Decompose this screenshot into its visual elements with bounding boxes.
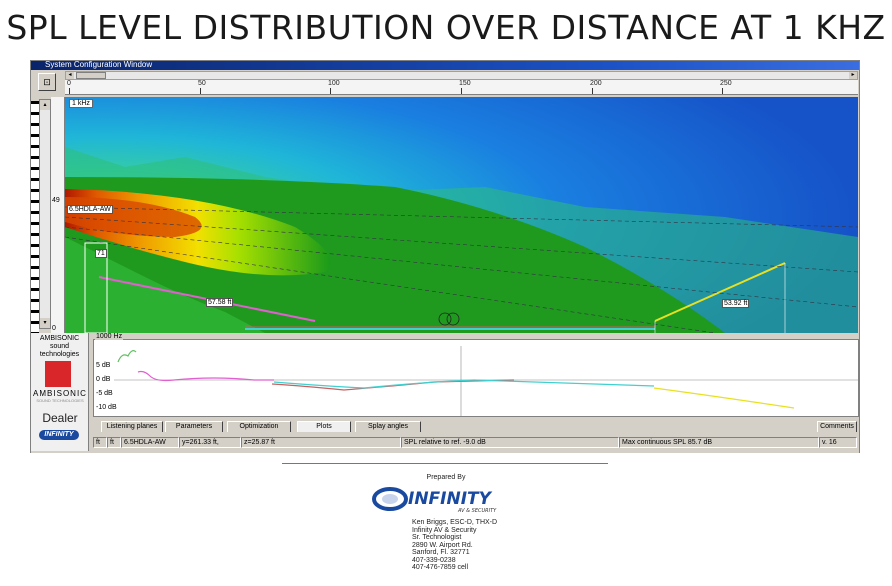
distance-annotation: 53.92 ft: [722, 299, 750, 308]
spl-heatmap[interactable]: 1 kHz 6.5HDLA-AW 57.58 ft 53.92 ft 71: [65, 97, 858, 333]
ruler-label: 100: [328, 80, 340, 94]
ruler-label: 200: [590, 80, 602, 94]
horizontal-scrollbar[interactable]: ◂ ▸: [65, 71, 858, 80]
status-y: y=261.33 ft,: [179, 437, 241, 448]
tab-listening-planes[interactable]: Listening planes: [101, 421, 163, 432]
ruler-label: 150: [459, 80, 471, 94]
contact-line: 407-339-0238: [412, 556, 456, 564]
status-version: v. 16: [819, 437, 857, 448]
contact-line: Sr. Technologist: [412, 534, 462, 541]
contact-line: 407-476-7859 cell: [412, 564, 469, 571]
page-title: SPL LEVEL DISTRIBUTION OVER DISTANCE AT …: [6, 8, 886, 47]
ambisonic-subtitle: SOUND TECHNOLOGIES: [36, 398, 84, 403]
infinity-logo: INFINITY AV & SECURITY: [372, 487, 497, 514]
contact-block: Ken Briggs, ESC-D, THX-D Infinity AV & S…: [412, 519, 497, 572]
distance-annotation: 57.58 ft: [206, 298, 234, 307]
ruler-label: 50: [198, 80, 206, 94]
window-title: System Configuration Window: [45, 60, 153, 69]
horizontal-ruler: 0 50 100 150 200 250: [65, 80, 858, 95]
scroll-down-icon[interactable]: ▾: [40, 318, 50, 328]
scroll-up-icon[interactable]: ▴: [40, 100, 50, 110]
db-label: 0 dB: [96, 376, 111, 383]
db-label: -5 dB: [96, 390, 113, 397]
db-label: 5 dB: [96, 362, 111, 369]
tab-splay-angles[interactable]: Splay angles: [355, 421, 421, 432]
db-label: -10 dB: [96, 404, 117, 411]
view-toggle-button[interactable]: ⊡: [38, 73, 56, 91]
vertical-scrollbar[interactable]: ▴ ▾: [39, 99, 51, 329]
divider: [282, 463, 608, 464]
edge-ruler: [31, 101, 39, 336]
logo-column: AMBISONIC sound technologies AMBISONIC S…: [31, 333, 89, 451]
frequency-tag: 1 kHz: [69, 99, 93, 108]
ruler-label: 0: [67, 80, 71, 94]
contact-line: Sanford, Fl. 32771: [412, 549, 470, 556]
frequency-response-plot[interactable]: 1000 Hz 5 dB 0 dB -5 dB -10 dB: [93, 333, 859, 417]
window-title-bar: System Configuration Window: [31, 60, 859, 70]
status-model: 6.5HDLA-AW: [121, 437, 179, 448]
tab-parameters[interactable]: Parameters: [165, 421, 223, 432]
status-unit: ft: [107, 437, 121, 448]
ambisonic-wordmark: AMBISONIC: [33, 389, 87, 398]
infinity-logo-text: INFINITY: [408, 489, 493, 509]
system-configuration-window: System Configuration Window ⊡ ◂ ▸ 0 50 1…: [30, 60, 860, 453]
contact-line: Infinity AV & Security: [412, 526, 477, 534]
heatmap-graphic: [65, 97, 858, 333]
vertical-ruler: 49 0: [51, 97, 65, 333]
infinity-logo-small: INFINITY: [39, 430, 79, 440]
status-unit: ft: [93, 437, 107, 448]
status-spl-relative: SPL relative to ref. -9.0 dB: [401, 437, 619, 448]
status-bar: ft ft 6.5HDLA-AW y=261.33 ft, z=25.87 ft…: [93, 437, 859, 449]
infinity-logo-subtext: AV & SECURITY: [457, 508, 497, 514]
ambisonic-logo-icon: [45, 361, 71, 387]
ruler-label: 0: [52, 325, 56, 332]
contact-line: Ken Briggs, ESC-D, THX-D: [412, 519, 498, 526]
scroll-thumb[interactable]: [76, 72, 106, 79]
comments-button[interactable]: Comments: [817, 421, 857, 432]
response-curves: [114, 346, 858, 416]
ruler-label: 250: [720, 80, 732, 94]
lower-panel: AMBISONIC sound technologies AMBISONIC S…: [31, 333, 859, 453]
tab-plots[interactable]: Plots: [297, 421, 351, 432]
prepared-by: Prepared By: [426, 474, 466, 481]
frequency-label: 1000 Hz: [95, 333, 124, 340]
scroll-right-icon[interactable]: ▸: [849, 72, 857, 79]
contact-line: 2890 W. Airport Rd.: [412, 541, 473, 549]
status-z: z=25.87 ft: [241, 437, 401, 448]
brand-text: AMBISONIC sound technologies: [39, 335, 80, 358]
dealer-label: Dealer: [42, 411, 78, 425]
tab-optimization[interactable]: Optimization: [227, 421, 291, 432]
status-max-spl: Max continuous SPL 85.7 dB: [619, 437, 819, 448]
scroll-left-icon[interactable]: ◂: [66, 72, 74, 79]
angle-annotation: 71: [95, 249, 107, 258]
speaker-label[interactable]: 6.5HDLA-AW: [67, 205, 113, 214]
ruler-label: 49: [52, 197, 60, 204]
tab-bar: Listening planes Parameters Optimization…: [93, 421, 859, 433]
